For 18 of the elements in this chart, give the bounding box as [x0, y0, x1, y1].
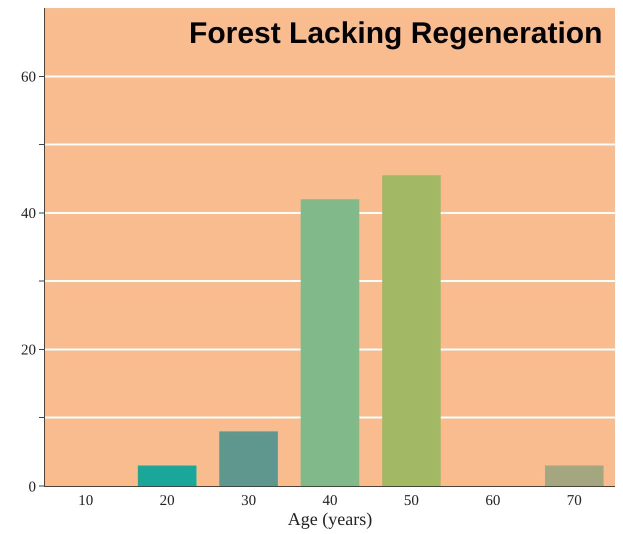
- y-tick-label: 40: [21, 206, 36, 222]
- bar: [382, 175, 441, 486]
- x-tick-label: 10: [78, 493, 94, 509]
- y-tick-label: 60: [21, 70, 36, 86]
- bar: [138, 466, 196, 486]
- chart-title: Forest Lacking Regeneration: [189, 17, 602, 50]
- bar: [544, 466, 604, 486]
- x-tick-label: 70: [566, 493, 582, 509]
- bar: [300, 199, 360, 486]
- x-tick-label: 60: [485, 493, 500, 509]
- x-axis-title: Age (years): [288, 509, 372, 530]
- x-tick-label: 40: [322, 493, 338, 509]
- y-tick-label: 0: [28, 479, 36, 496]
- x-tick-label: 50: [404, 493, 419, 509]
- x-tick-label: 20: [160, 493, 175, 509]
- x-tick-label: 30: [241, 493, 256, 509]
- bar: [219, 431, 278, 486]
- y-tick-label: 20: [21, 342, 36, 359]
